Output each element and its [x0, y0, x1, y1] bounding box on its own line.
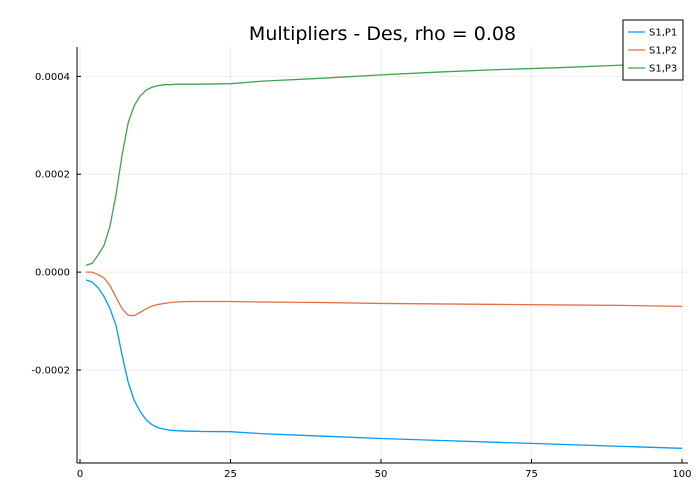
y-tick-label: 0.0004: [35, 72, 70, 83]
x-tick-label: 75: [525, 469, 538, 480]
legend-label: S1,P1: [649, 28, 677, 39]
series-line-2: [86, 271, 682, 317]
legend-label: S1,P2: [649, 46, 677, 57]
chart-title: Multipliers - Des, rho = 0.08: [249, 23, 516, 45]
series-line-1: [85, 279, 683, 449]
y-tick-label: -0.0002: [31, 366, 70, 377]
x-tick-label: 25: [224, 469, 237, 480]
grid-lines: [77, 47, 688, 463]
y-tick-label: 0.0000: [35, 268, 70, 279]
x-tick-label: 0: [77, 469, 83, 480]
legend-label: S1,P3: [649, 64, 677, 75]
y-tick-label: 0.0002: [35, 170, 70, 181]
tick-marks: 0 25 50 75 100 -0.0002 0.0000 0.0002 0.0004: [31, 72, 691, 480]
series-line-3: [85, 62, 683, 266]
axes: [76, 47, 688, 464]
legend: S1,P1 S1,P2 S1,P3: [622, 19, 684, 81]
series-lines: [85, 62, 683, 449]
x-tick-label: 50: [375, 469, 388, 480]
x-tick-label: 100: [672, 469, 691, 480]
